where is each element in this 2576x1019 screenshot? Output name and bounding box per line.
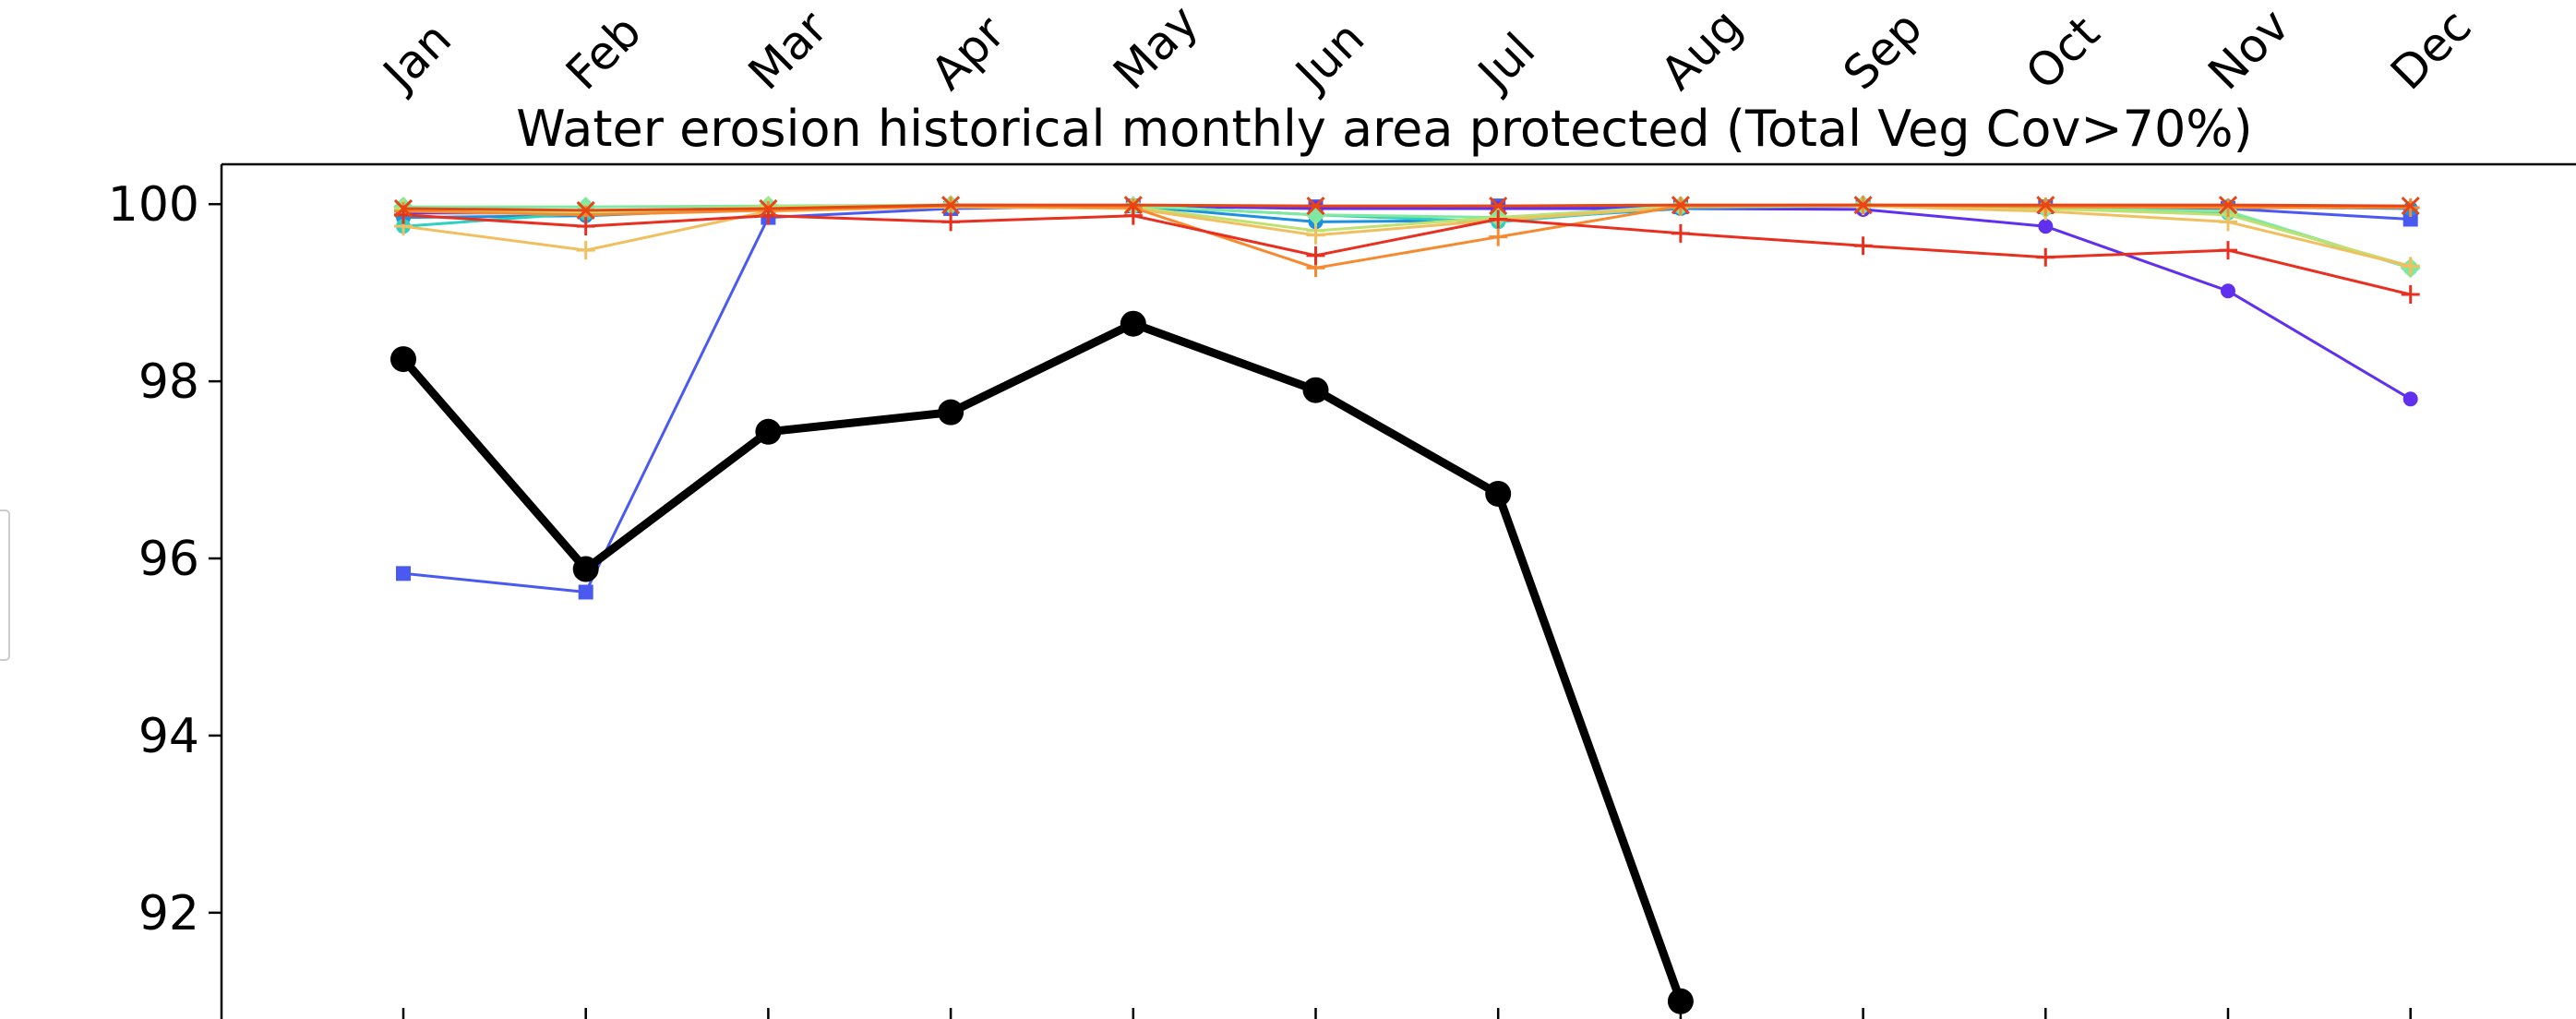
data-point [2401, 197, 2420, 216]
series-line [400, 319, 1685, 1003]
data-point [2221, 283, 2235, 299]
data-point [2402, 211, 2418, 227]
y-tick-label: 100 [108, 177, 199, 233]
y-axis-ticks: 92 94 96 98 100 [108, 177, 222, 941]
series-8 [394, 205, 2420, 305]
data-point [2402, 391, 2418, 407]
data-point [578, 584, 593, 600]
data-point [2219, 241, 2237, 260]
data-point [1489, 227, 1508, 246]
y-tick-label: 92 [138, 886, 199, 941]
data-point [1306, 246, 1325, 265]
chart-title: Water erosion historical monthly area pr… [516, 100, 2252, 158]
series-line [402, 203, 2411, 212]
series-line [402, 213, 2412, 296]
data-point [755, 418, 782, 445]
legend-box-fragment [0, 510, 10, 661]
data-point [2401, 257, 2420, 276]
data-point [576, 217, 595, 236]
data-point [396, 566, 411, 581]
data-point [572, 556, 599, 582]
data-point [1485, 480, 1512, 507]
data-point [759, 198, 778, 219]
plot-area [220, 162, 2576, 1019]
series-9 [393, 196, 2420, 220]
data-point [1671, 196, 1690, 215]
data-point [1853, 196, 1873, 215]
data-point [1489, 197, 1508, 216]
data-point [2036, 196, 2055, 215]
y-tick-label: 94 [138, 709, 199, 764]
data-point [1123, 206, 1143, 225]
data-point [576, 200, 595, 220]
y-tick-label: 96 [138, 532, 199, 587]
data-point [1120, 310, 1146, 337]
series-10 [390, 310, 1694, 1014]
data-point [1853, 236, 1873, 256]
data-point [941, 212, 961, 232]
data-point [1489, 210, 1508, 229]
data-point [2219, 198, 2237, 218]
data-point [2218, 196, 2238, 215]
data-point [938, 399, 965, 426]
data-point [1306, 197, 1325, 216]
data-point [2401, 285, 2420, 305]
data-point [2038, 219, 2054, 234]
data-point [390, 346, 416, 373]
data-point [1667, 988, 1694, 1014]
data-point [1123, 196, 1143, 215]
data-point [2036, 247, 2055, 267]
data-point [393, 198, 413, 219]
data-point [941, 196, 961, 215]
data-point [1302, 377, 1329, 403]
series-line [402, 203, 2411, 270]
data-point [576, 241, 595, 260]
y-tick-label: 98 [138, 354, 199, 410]
series-layer [390, 195, 2421, 1014]
data-point [1306, 225, 1325, 245]
data-point [1671, 223, 1690, 243]
